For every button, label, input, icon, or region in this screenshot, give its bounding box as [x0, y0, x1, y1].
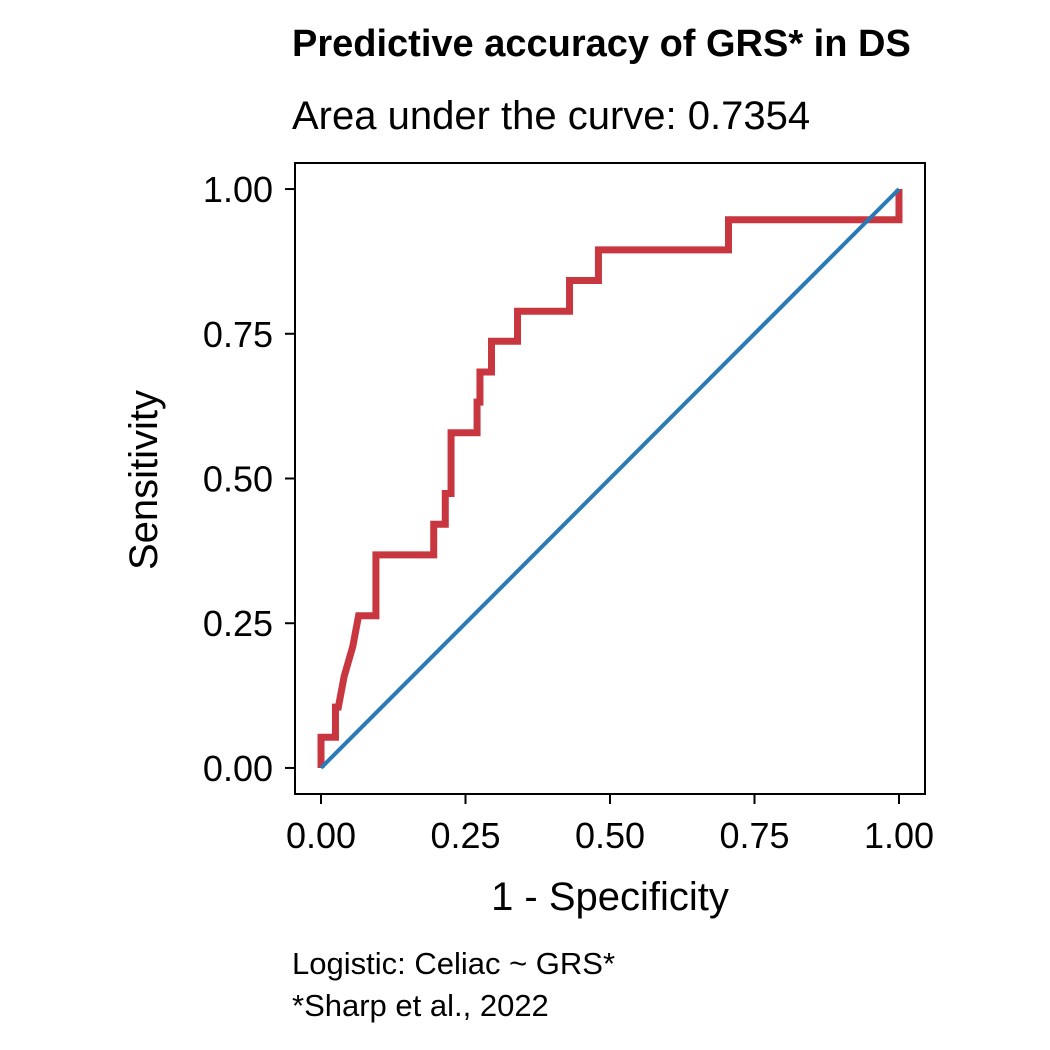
x-axis: 0.00 0.25 0.50 0.75 1.00: [286, 794, 934, 856]
caption-line-1: Logistic: Celiac ~ GRS*: [292, 946, 615, 981]
chart-title: Predictive accuracy of GRS* in DS: [292, 23, 911, 65]
y-axis: 0.00 0.25 0.50 0.75 1.00: [203, 169, 295, 789]
plot-area: 0.00 0.25 0.50 0.75 1.00 0.00 0.25 0.50 0.75 1.0…: [203, 162, 934, 856]
x-tick-label: 0.50: [575, 815, 645, 856]
y-tick-label: 0.50: [203, 459, 273, 500]
y-tick-label: 0.75: [203, 314, 273, 355]
y-axis-title: Sensitivity: [122, 390, 166, 570]
x-tick-label: 1.00: [864, 815, 934, 856]
y-tick-label: 1.00: [203, 169, 273, 210]
y-tick-label: 0.25: [203, 603, 273, 644]
x-tick-label: 0.75: [719, 815, 789, 856]
x-axis-title: 1 - Specificity: [491, 875, 729, 919]
caption-line-2: *Sharp et al., 2022: [292, 988, 549, 1023]
reference-diagonal-line: [319, 187, 901, 770]
x-tick-label: 0.25: [430, 815, 500, 856]
chart-subtitle: Area under the curve: 0.7354: [292, 94, 810, 138]
series-layer: [317, 187, 903, 770]
roc-curve-line: [317, 189, 903, 768]
x-tick-label: 0.00: [286, 815, 356, 856]
y-tick-label: 0.00: [203, 748, 273, 789]
